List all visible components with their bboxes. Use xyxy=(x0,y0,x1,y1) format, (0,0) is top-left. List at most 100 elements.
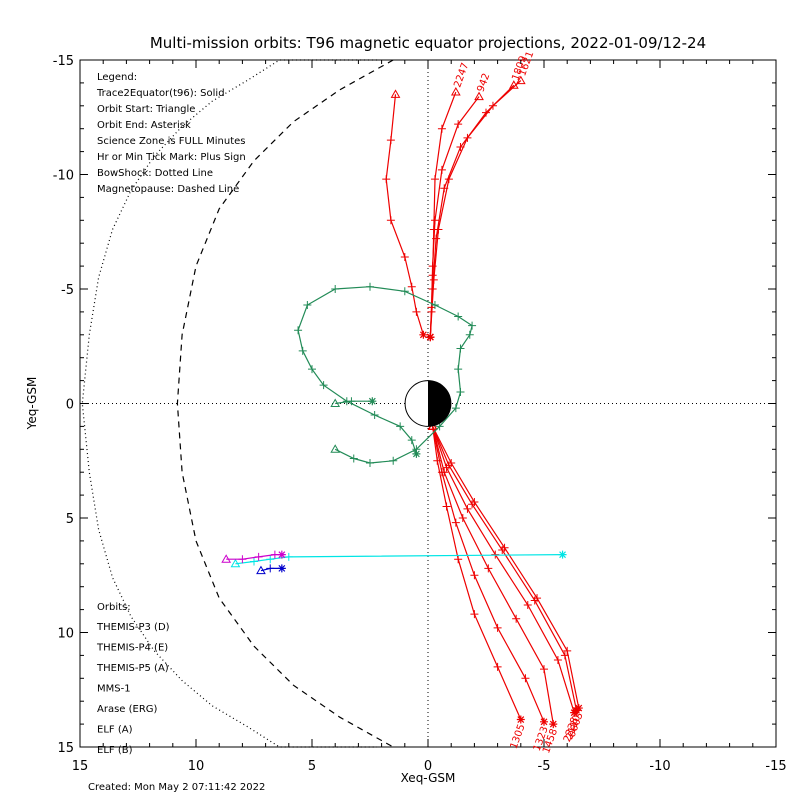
hour-tick-mark xyxy=(512,614,521,623)
y-tick-label: 10 xyxy=(57,627,74,642)
y-tick-label: -5 xyxy=(61,283,74,298)
y-tick-label: 5 xyxy=(66,512,74,527)
orbit-end-marker xyxy=(558,550,567,559)
orbit-legend-entry: Arase (ERG) xyxy=(97,704,158,715)
x-tick-label: -15 xyxy=(765,759,786,774)
hour-tick-mark xyxy=(412,307,421,316)
orbit-track xyxy=(297,286,473,464)
orbit-start-marker xyxy=(474,91,484,101)
hour-tick-mark xyxy=(407,436,416,445)
legend-line: Orbit End: Asterisk xyxy=(97,120,191,131)
orbit-legend-entry: THEMIS-P5 (A) xyxy=(96,663,169,674)
orbit-end-marker xyxy=(540,717,548,726)
hour-tick-mark xyxy=(308,365,316,374)
hour-tick-mark xyxy=(470,610,479,619)
legend-line: Legend: xyxy=(97,72,137,83)
hour-tick-mark xyxy=(454,365,463,374)
legend: Legend: Trace2Equator(t96): Solid Orbit St… xyxy=(96,72,246,195)
hour-tick-mark xyxy=(484,564,493,573)
hour-tick-mark xyxy=(451,404,460,413)
earth-symbol xyxy=(404,380,452,427)
orbit-end-marker xyxy=(368,397,377,406)
hour-tick-mark xyxy=(254,552,263,561)
hour-tick-mark xyxy=(488,101,497,110)
orbit-time-label: 942 xyxy=(476,72,493,94)
hour-tick-mark xyxy=(533,594,542,603)
y-tick-label: -10 xyxy=(53,169,74,184)
orbit-legend-entry: ELF (B) xyxy=(97,745,133,756)
hour-tick-mark xyxy=(456,388,465,397)
y-tick-label: 0 xyxy=(66,398,74,413)
earth-night-side xyxy=(428,380,451,427)
hour-tick-mark xyxy=(382,175,391,184)
axis-ticks: 15 10 5 0 -5 -10 -15 -15 -10 -5 0 5 10 15 xyxy=(53,54,787,774)
hour-tick-mark xyxy=(284,552,293,561)
hour-tick-mark xyxy=(451,518,460,527)
legend-line: BowShock: Dotted Line xyxy=(97,168,213,179)
hour-tick-mark xyxy=(454,312,463,321)
orbit-time-label: 1305 xyxy=(509,723,528,751)
orbit-track xyxy=(432,426,575,713)
hour-tick-mark xyxy=(454,120,463,129)
orbit-start-marker xyxy=(221,554,232,563)
chart-title: Multi-mission orbits: T96 magnetic equat… xyxy=(150,34,706,52)
hour-tick-mark xyxy=(430,216,439,225)
hour-tick-mark xyxy=(493,623,502,632)
orbit-end-marker xyxy=(516,715,525,724)
hour-tick-mark xyxy=(400,287,409,296)
hour-tick-mark xyxy=(432,234,441,243)
hour-tick-mark xyxy=(456,344,465,353)
hour-tick-mark xyxy=(407,282,416,291)
x-tick-label: -10 xyxy=(649,759,670,774)
orbit-start-marker xyxy=(256,565,266,575)
orbit-end-marker xyxy=(574,704,583,713)
hour-tick-mark xyxy=(468,321,477,330)
orbit-end-marker xyxy=(277,564,286,573)
hour-tick-mark xyxy=(386,136,395,145)
hour-tick-mark xyxy=(458,514,467,522)
legend-line: Trace2Equator(t96): Solid xyxy=(96,88,225,99)
hour-tick-mark xyxy=(447,459,456,468)
hour-tick-mark xyxy=(238,555,247,564)
hour-tick-mark xyxy=(463,133,472,142)
hour-tick-mark xyxy=(303,301,312,310)
hour-tick-mark xyxy=(470,571,479,580)
orbit-time-label: 0603 xyxy=(567,711,586,739)
x-tick-label: 10 xyxy=(188,759,205,774)
hour-tick-mark xyxy=(389,456,398,465)
orbit-end-marker xyxy=(277,550,286,559)
hour-tick-mark xyxy=(347,397,356,406)
orbit-legend: Orbits: THEMIS-P3 (D) THEMIS-P4 (E) THEMIS-… xyxy=(96,602,170,756)
hour-tick-mark xyxy=(540,665,548,674)
hour-tick-mark xyxy=(563,646,572,655)
x-tick-label: 15 xyxy=(72,759,89,774)
orbit-track xyxy=(432,426,554,725)
orbit-legend-entry: MMS-1 xyxy=(97,684,131,695)
hour-tick-mark xyxy=(400,252,409,261)
series-themis-p3-d xyxy=(230,550,567,568)
hour-tick-mark xyxy=(429,275,438,284)
x-tick-label: 5 xyxy=(308,759,316,774)
orbit-start-marker xyxy=(330,398,341,407)
orbit-start-marker xyxy=(390,89,401,98)
orbit-end-marker xyxy=(549,720,558,729)
hour-tick-mark xyxy=(434,225,443,234)
hour-tick-mark xyxy=(319,381,328,390)
hour-tick-mark xyxy=(454,555,463,564)
hour-tick-mark xyxy=(266,555,275,564)
orbit-legend-entry: THEMIS-P4 (E) xyxy=(96,643,168,654)
hour-tick-mark xyxy=(250,557,258,566)
y-axis-label: Yeq-GSM xyxy=(25,377,39,431)
orbit-start-marker xyxy=(450,87,461,96)
hour-tick-mark xyxy=(349,454,358,463)
hour-tick-mark xyxy=(463,504,472,513)
orbit-start-marker xyxy=(230,558,241,568)
orbit-time-label: 2247 xyxy=(452,61,471,89)
hour-tick-mark xyxy=(270,550,279,559)
legend-line: Science Zone is FULL Minutes xyxy=(97,136,246,147)
orbit-track xyxy=(429,80,522,338)
orbit-legend-entry: THEMIS-P3 (D) xyxy=(96,622,170,633)
hour-tick-mark xyxy=(437,124,446,133)
boundaries xyxy=(81,59,394,748)
